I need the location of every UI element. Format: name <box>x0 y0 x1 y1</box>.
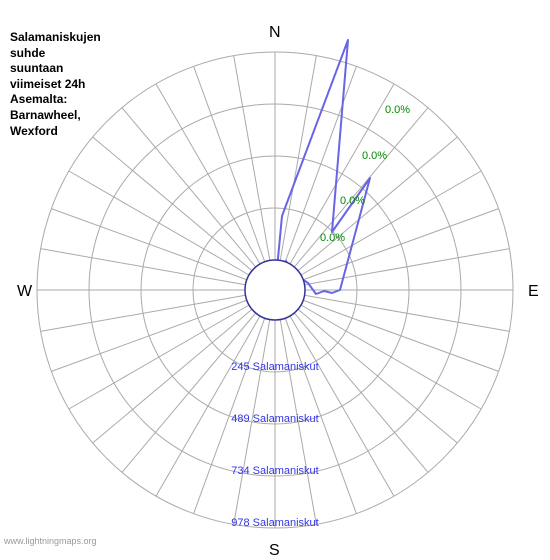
cardinal-e: E <box>528 283 539 301</box>
rose-path <box>275 40 370 294</box>
footer-credit: www.lightningmaps.org <box>4 536 97 546</box>
ring-label: 734 Salamaniskut <box>231 465 318 477</box>
pct-label: 0.0% <box>385 104 410 116</box>
cardinal-s: S <box>269 542 280 560</box>
pct-label: 0.0% <box>340 195 365 207</box>
cardinal-w: W <box>17 283 32 301</box>
cardinal-n: N <box>269 24 281 42</box>
center-circle <box>245 260 305 320</box>
chart-title: Salamaniskujensuhdesuuntaanviimeiset 24h… <box>10 30 101 139</box>
ring-label: 489 Salamaniskut <box>231 413 318 425</box>
ring-label: 978 Salamaniskut <box>231 517 318 529</box>
polar-chart: Salamaniskujensuhdesuuntaanviimeiset 24h… <box>0 0 550 550</box>
pct-label: 0.0% <box>362 150 387 162</box>
ring-label: 245 Salamaniskut <box>231 361 318 373</box>
pct-label: 0.0% <box>320 232 345 244</box>
